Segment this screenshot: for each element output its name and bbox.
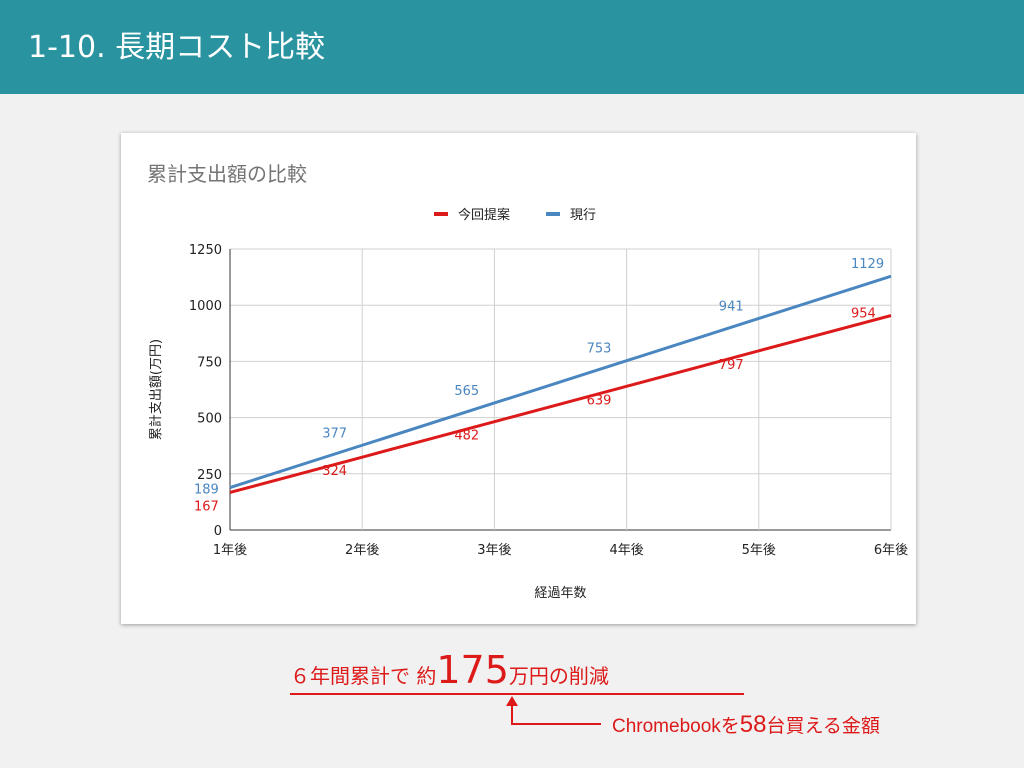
data-label: 167 [194,499,219,514]
legend-label: 今回提案 [458,207,510,223]
data-label: 324 [322,464,347,479]
chart-card: 累計支出額の比較 0 250 500 750 1000 1250 1年後 2年後 3年後 4年後 5… [121,133,916,624]
x-tick-label: 3年後 [477,543,511,558]
x-tick-label: 5年後 [742,543,776,558]
data-label: 189 [194,483,219,498]
savings-headline: ６年間累計で 約175万円の削減 [290,648,609,692]
slide-title: 1-10. 長期コスト比較 [28,30,326,65]
y-tick-label: 500 [197,412,222,427]
data-label: 954 [851,307,876,322]
data-label: 482 [454,429,479,444]
annotation-arrow [506,696,601,725]
series-line [229,314,892,494]
x-tick-label: 1年後 [213,543,247,558]
x-tick-label: 4年後 [609,543,643,558]
chart-title: 累計支出額の比較 [147,162,307,186]
savings-amount: 175 [436,648,509,692]
y-tick-label: 0 [214,524,222,539]
x-axis-title: 経過年数 [534,586,586,601]
data-label: 753 [587,342,612,357]
note-prefix: Chromebookを [612,716,740,737]
y-tick-label: 750 [197,355,222,370]
line-chart: 0 250 500 750 1000 1250 1年後 2年後 3年後 4年後 5年後 6年後経過年数… [148,207,908,601]
y-tick-label: 1250 [189,243,222,258]
data-label: 639 [587,393,612,408]
y-axis-title: 累計支出額(万円) [148,339,164,440]
savings-suffix: 万円の削減 [508,664,609,688]
savings-note: Chromebookを58台買える金額 [612,711,880,739]
slide-header: 1-10. 長期コスト比較 [0,0,1024,94]
series-line [229,274,892,489]
data-label: 1129 [851,257,884,272]
y-tick-label: 250 [197,468,222,483]
data-label: 797 [719,358,744,373]
note-suffix: 台買える金額 [766,716,880,737]
x-tick-label: 2年後 [345,543,379,558]
data-label: 941 [719,299,744,314]
data-label: 565 [454,384,479,399]
note-count: 58 [739,711,767,738]
legend-label: 現行 [570,208,596,223]
x-tick-label: 6年後 [874,543,908,558]
savings-prefix: ６年間累計で 約 [290,664,437,688]
data-label: 377 [322,426,347,441]
headline-underline [290,693,744,695]
y-tick-label: 1000 [189,299,222,314]
